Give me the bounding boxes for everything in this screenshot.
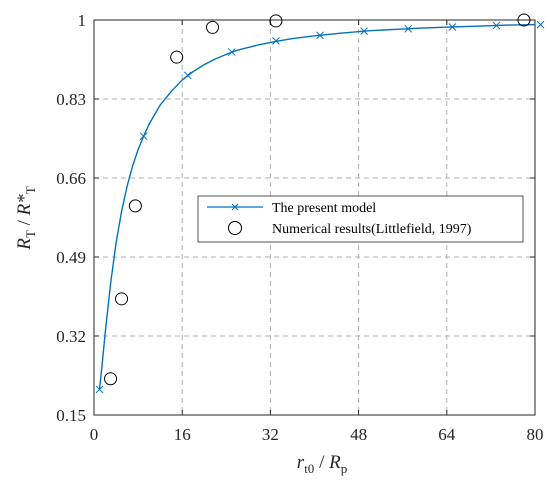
- series-numerical-point: [170, 50, 184, 64]
- marker-stroke: [536, 20, 545, 29]
- x-tick-label: 64: [438, 425, 456, 444]
- series-numerical-point: [128, 199, 142, 213]
- marker-stroke: [227, 48, 236, 56]
- marker-stroke: [404, 24, 413, 33]
- x-axis-label: rt0 / Rp: [297, 452, 347, 476]
- series-model-marker: [183, 71, 192, 80]
- legend-label-numerical: Numerical results(Littlefield, 1997): [272, 222, 472, 237]
- series-layer: [95, 13, 545, 394]
- series-model-marker: [448, 23, 457, 31]
- x-tick-label: 80: [527, 425, 544, 444]
- x-tick-label: 32: [262, 425, 279, 444]
- y-tick-label: 0.66: [56, 169, 86, 188]
- marker-stroke: [139, 132, 148, 141]
- series-model-marker: [360, 27, 368, 36]
- series-model-line: [98, 23, 536, 390]
- y-axis-label: RT / R*T: [14, 186, 38, 250]
- y-tick-label: 0.15: [56, 406, 86, 425]
- series-numerical-point: [517, 13, 531, 27]
- series-model-marker: [316, 31, 324, 40]
- legend-numerical-marker: [228, 221, 242, 235]
- legend-box: [197, 195, 524, 243]
- y-tick-label: 0.32: [56, 327, 86, 346]
- marker-stroke: [183, 71, 192, 80]
- series-model-marker: [227, 48, 236, 56]
- marker-stroke: [272, 37, 280, 45]
- series-numerical-point: [104, 372, 118, 386]
- marker-stroke: [448, 23, 457, 31]
- x-tick-label: 0: [90, 425, 99, 444]
- y-tick-label: 1: [78, 11, 87, 30]
- marker-stroke: [360, 27, 368, 36]
- marker-stroke: [95, 385, 104, 394]
- marker-stroke: [316, 31, 324, 40]
- series-model-marker: [404, 24, 413, 33]
- x-tick-label: 48: [350, 425, 367, 444]
- series-model-marker: [536, 20, 545, 29]
- y-tick-label: 0.83: [56, 90, 86, 109]
- series-model-marker: [95, 385, 104, 394]
- series-numerical-point: [269, 14, 283, 28]
- legend-label-model: The present model: [272, 201, 376, 216]
- tick-labels: 0 16 32 48 64 80 0.15 0.32 0.49 0.66 0.83 1: [56, 11, 543, 444]
- plot-frame: [93, 19, 536, 416]
- y-tick-label: 0.49: [56, 248, 86, 267]
- marker-stroke: [492, 21, 501, 30]
- x-tick-label: 16: [174, 425, 191, 444]
- series-numerical-point: [115, 292, 129, 306]
- series-numerical-point: [206, 20, 220, 34]
- series-model-marker: [272, 37, 280, 45]
- series-model-marker: [139, 132, 148, 141]
- legend: The present model Numerical results(Litt…: [197, 195, 524, 243]
- series-model-marker: [492, 21, 501, 30]
- legend-model-marker: [231, 203, 239, 211]
- grid: [94, 20, 535, 415]
